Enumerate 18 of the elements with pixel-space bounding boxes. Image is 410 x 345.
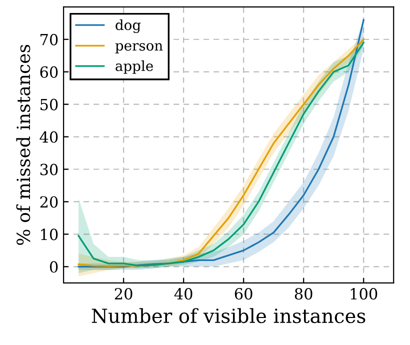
- x-tick-label: 100: [350, 288, 378, 300]
- x-tick-label: 20: [114, 288, 132, 300]
- legend-label: dog: [116, 19, 141, 34]
- y-tick-label: 50: [40, 98, 58, 110]
- x-axis-title: Number of visible instances: [92, 308, 366, 324]
- x-tick-label: 80: [294, 288, 312, 300]
- y-tick-label: 70: [40, 34, 58, 46]
- y-tick-label: 60: [40, 66, 58, 78]
- legend-label: apple: [116, 60, 153, 74]
- y-tick-label: 10: [41, 228, 58, 240]
- y-tick-label: 40: [40, 131, 58, 143]
- x-tick-label: 60: [234, 288, 252, 300]
- legend-label: person: [115, 43, 163, 54]
- y-tick-label: 0: [50, 261, 58, 273]
- y-axis-title: % of missed instances: [16, 44, 30, 245]
- x-tick-label: 40: [174, 288, 192, 300]
- y-tick-label: 20: [40, 196, 58, 208]
- y-tick-label: 30: [40, 164, 58, 176]
